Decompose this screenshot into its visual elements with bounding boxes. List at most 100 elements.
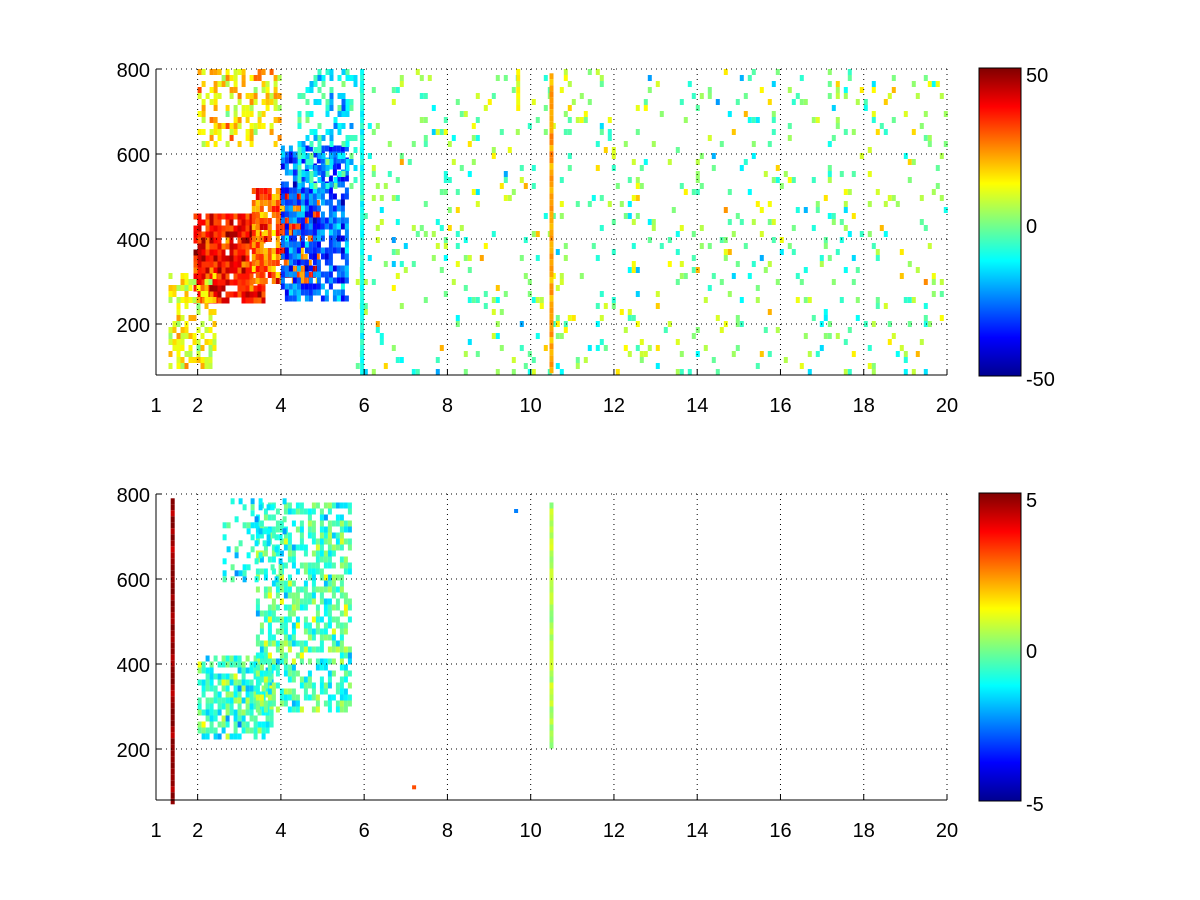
- heatmap-cell: [337, 93, 342, 99]
- heatmap-cell: [583, 357, 588, 363]
- heatmap-cell: [172, 345, 177, 351]
- heatmap-cell: [707, 93, 712, 99]
- heatmap-cell: [336, 175, 341, 182]
- heatmap-cell: [291, 694, 296, 701]
- heatmap-cell: [563, 129, 568, 135]
- heatmap-cell: [209, 231, 214, 238]
- heatmap-cell: [336, 247, 341, 254]
- heatmap-cell: [312, 223, 317, 230]
- heatmap-cell: [563, 327, 568, 333]
- heatmap-cell: [245, 225, 250, 232]
- heatmap-cell: [315, 664, 320, 671]
- heatmap-stripe-cell: [170, 636, 175, 643]
- heatmap-cell: [931, 81, 936, 87]
- heatmap-cell: [855, 315, 860, 321]
- heatmap-cell: [233, 727, 238, 734]
- heatmap-cell: [217, 219, 222, 226]
- heatmap-cell: [209, 709, 214, 716]
- heatmap-cell: [271, 230, 276, 236]
- heatmap-cell: [313, 99, 318, 105]
- heatmap-cell: [747, 189, 752, 195]
- heatmap-cell: [287, 670, 292, 677]
- heatmap-cell: [329, 129, 334, 135]
- heatmap-cell: [767, 141, 772, 147]
- heatmap-cell: [255, 688, 260, 695]
- heatmap-cell: [819, 255, 824, 261]
- heatmap-cell: [324, 247, 329, 254]
- heatmap-cell: [283, 658, 288, 665]
- heatmap-cell: [288, 157, 293, 164]
- heatmap-cell: [679, 273, 684, 279]
- heatmap-cell: [344, 265, 349, 272]
- heatmap-cell: [255, 682, 260, 689]
- heatmap-cell: [439, 345, 444, 351]
- heatmap-cell: [799, 363, 804, 369]
- heatmap-cell: [867, 171, 872, 177]
- heatmap-cell: [241, 673, 246, 680]
- heatmap-cell: [791, 177, 796, 183]
- heatmap-cell: [341, 153, 346, 159]
- heatmap-cell: [328, 235, 333, 242]
- heatmap-cell: [320, 187, 325, 194]
- heatmap-cell: [483, 105, 488, 111]
- heatmap-cell: [339, 682, 344, 689]
- heatmap-cell: [347, 562, 352, 569]
- heatmap-cell: [311, 526, 316, 533]
- heatmap-cell: [299, 520, 304, 527]
- heatmap-cell: [263, 230, 268, 236]
- heatmap-cell: [221, 123, 226, 129]
- heatmap-cell: [313, 135, 318, 141]
- heatmap-cell: [249, 285, 254, 292]
- heatmap-stripe-cell: [549, 640, 554, 647]
- heatmap-cell: [221, 255, 226, 262]
- heatmap-cell: [711, 357, 716, 363]
- heatmap-cell: [267, 206, 272, 212]
- heatmap-stripe-cell: [549, 532, 554, 539]
- heatmap-cell: [201, 111, 206, 117]
- heatmap-cell: [332, 265, 337, 272]
- heatmap-cell: [217, 703, 222, 710]
- heatmap-cell: [263, 682, 268, 689]
- heatmap-cell: [263, 706, 268, 713]
- heatmap-cell: [267, 664, 272, 671]
- heatmap-cell: [208, 345, 213, 351]
- heatmap-cell: [343, 502, 348, 509]
- heatmap-cell: [317, 69, 322, 75]
- heatmap-cell: [275, 682, 280, 689]
- heatmap-cell: [212, 297, 217, 303]
- heatmap-cell: [197, 709, 202, 716]
- heatmap-cell: [407, 159, 412, 165]
- heatmap-cell: [259, 568, 264, 575]
- heatmap-cell: [261, 721, 266, 728]
- heatmap-stripe-cell: [170, 516, 175, 523]
- heatmap-cell: [599, 81, 604, 87]
- heatmap-cell: [297, 177, 302, 183]
- heatmap-cell: [262, 540, 267, 547]
- heatmap-cell: [283, 260, 288, 266]
- heatmap-cell: [221, 685, 226, 692]
- heatmap-cell: [899, 273, 904, 279]
- heatmap-cell: [443, 117, 448, 123]
- heatmap-cell: [903, 153, 908, 159]
- heatmap-cell: [237, 141, 242, 147]
- heatmap-cell: [783, 357, 788, 363]
- heatmap-cell: [279, 574, 284, 581]
- heatmap-cell: [811, 177, 816, 183]
- heatmap-cell: [316, 277, 321, 284]
- heatmap-cell: [217, 673, 222, 680]
- heatmap-cell: [280, 235, 285, 242]
- heatmap-cell: [241, 661, 246, 668]
- heatmap-cell: [225, 237, 230, 244]
- heatmap-cell: [221, 279, 226, 286]
- heatmap-cell: [233, 655, 238, 662]
- heatmap-cell: [308, 145, 313, 152]
- heatmap-cell: [284, 211, 289, 218]
- heatmap-cell: [259, 266, 264, 272]
- heatmap-cell: [387, 171, 392, 177]
- heatmap-cell: [192, 339, 197, 345]
- heatmap-stripe-cell: [360, 267, 365, 273]
- heatmap-cell: [723, 249, 728, 255]
- heatmap-cell: [355, 279, 360, 285]
- heatmap-cell: [283, 688, 288, 695]
